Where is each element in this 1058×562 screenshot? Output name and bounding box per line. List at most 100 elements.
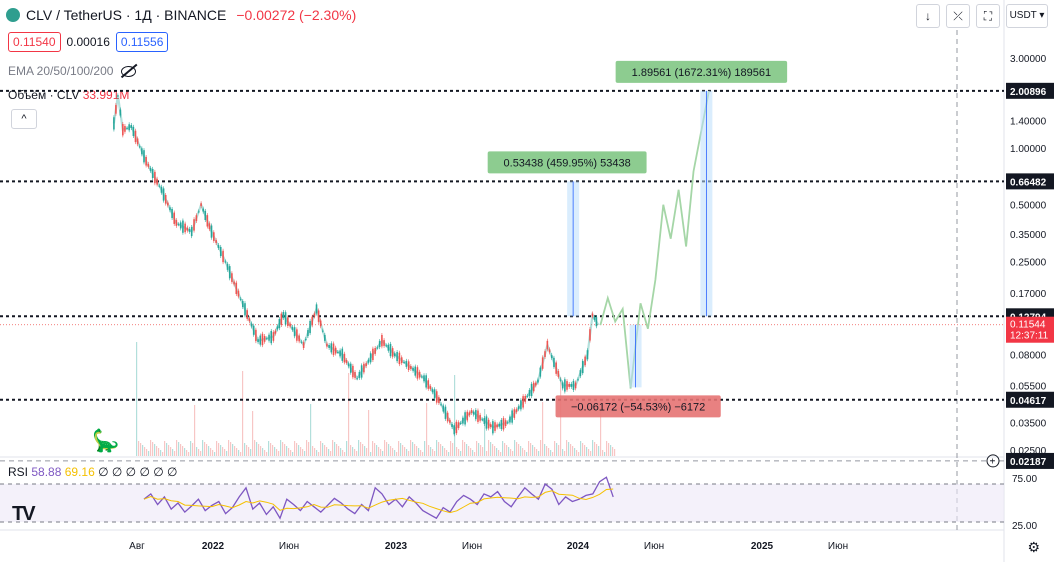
candle-body [427, 380, 430, 389]
volume-bar [566, 440, 568, 456]
candle-body [115, 105, 117, 114]
y-tick-label: 0.03500 [1010, 418, 1047, 429]
candle-body [374, 348, 376, 354]
candle-body [524, 395, 527, 402]
candle-body [593, 316, 596, 320]
volume-bar [516, 442, 518, 456]
candle-body [228, 266, 231, 279]
volume-bar [150, 440, 152, 456]
currency-select[interactable]: USDT ▾ [1006, 4, 1048, 28]
volume-bar [422, 452, 424, 456]
volume-bar [386, 442, 388, 456]
volume-bar [186, 450, 188, 456]
candle-body [577, 379, 579, 381]
rsi-indicator-label[interactable]: RSI 58.88 69.16 ∅ ∅ ∅ ∅ ∅ ∅ [8, 465, 178, 479]
volume-bar [204, 442, 206, 456]
candle-body [145, 156, 147, 166]
candle-body [298, 335, 300, 342]
volume-bar [592, 440, 594, 456]
x-tick-label: Июн [828, 541, 848, 552]
candle-body [435, 391, 438, 403]
volume-bar [222, 447, 224, 456]
y-tick-label: 0.02500 [1010, 446, 1047, 457]
candle-body [193, 219, 195, 231]
collapse-arrows-icon[interactable]: ⤫ [946, 4, 970, 28]
volume-bar [218, 443, 220, 456]
candle-body [539, 367, 542, 377]
volume-bar [220, 445, 222, 456]
price-change: −0.00272 (−2.30%) [236, 7, 357, 23]
settings-gear-icon[interactable]: ⚙ [1027, 539, 1040, 555]
candle-body [433, 389, 436, 399]
candle-body [391, 348, 394, 357]
ema-indicator-label[interactable]: EMA 20/50/100/200 [8, 64, 137, 79]
volume-bar [572, 446, 574, 456]
fullscreen-icon[interactable]: ⛶ [976, 4, 1000, 28]
volume-bar [482, 447, 484, 456]
volume-bar [252, 411, 254, 456]
volume-bar [574, 448, 576, 456]
volume-bar [552, 452, 554, 456]
sell-price-button[interactable]: 0.11540 [8, 32, 61, 52]
arrow-down-icon[interactable]: ↓ [916, 4, 940, 28]
chart-toolbar: ↓ ⤫ ⛶ USDT ▾ [916, 4, 1048, 28]
volume-bar [510, 449, 512, 456]
rsi-value: 58.88 [31, 465, 62, 479]
volume-bar [284, 444, 286, 456]
volume-bar [512, 451, 514, 456]
collapse-indicators-button[interactable]: ^ [11, 109, 37, 129]
volume-bar [562, 449, 564, 456]
candle-body [418, 371, 421, 378]
candle-body [511, 410, 513, 423]
candle-body [117, 95, 119, 97]
volume-bar [142, 445, 144, 456]
y-tick-label: 0.35000 [1010, 230, 1047, 241]
candle-body [492, 421, 494, 434]
candle-body [321, 330, 324, 332]
crosshair-badge [1006, 452, 1054, 469]
volume-bar [474, 452, 476, 456]
candle-body [182, 220, 184, 233]
candle-body [481, 419, 484, 421]
volume-bar [320, 441, 322, 456]
volume-bar [492, 444, 494, 456]
measure-label: 1.89561 (1672.31%) 189561 [632, 67, 771, 79]
candle-body [421, 376, 423, 378]
volume-bar [332, 440, 334, 456]
volume-bar [162, 452, 164, 456]
eye-hidden-icon[interactable] [120, 64, 137, 79]
volume-bar [366, 448, 368, 456]
volume-bar [434, 451, 436, 456]
y-tick-label: 0.25000 [1010, 257, 1047, 268]
candle-body [126, 128, 128, 130]
volume-bar [214, 452, 216, 456]
volume-bar [174, 451, 176, 456]
candle-body [287, 317, 289, 326]
candle-body [231, 273, 233, 282]
candle-body [324, 334, 326, 341]
volume-bar [302, 449, 304, 456]
volume-bar [612, 447, 614, 456]
buy-price-button[interactable]: 0.11556 [115, 32, 169, 52]
volume-bar [542, 402, 544, 456]
candle-body [559, 379, 562, 381]
candle-body [257, 339, 259, 343]
volume-bar [256, 442, 258, 456]
volume-bar [420, 450, 422, 456]
measure-label: −0.06172 (−54.53%) −6172 [571, 401, 705, 413]
volume-bar [526, 452, 528, 456]
volume-bar [290, 450, 292, 456]
volume-bar [356, 451, 358, 456]
candle-body [546, 340, 549, 350]
candle-body [457, 422, 460, 429]
candle-body [213, 232, 215, 241]
volume-bar [452, 443, 454, 456]
candle-body [339, 350, 341, 357]
candle-body [276, 326, 279, 330]
candle-body [586, 350, 589, 360]
candle-body [235, 282, 238, 295]
volume-bar [584, 445, 586, 456]
symbol-title[interactable]: CLV / TetherUS · 1Д · BINANCE [26, 7, 227, 23]
volume-bar [614, 449, 616, 456]
